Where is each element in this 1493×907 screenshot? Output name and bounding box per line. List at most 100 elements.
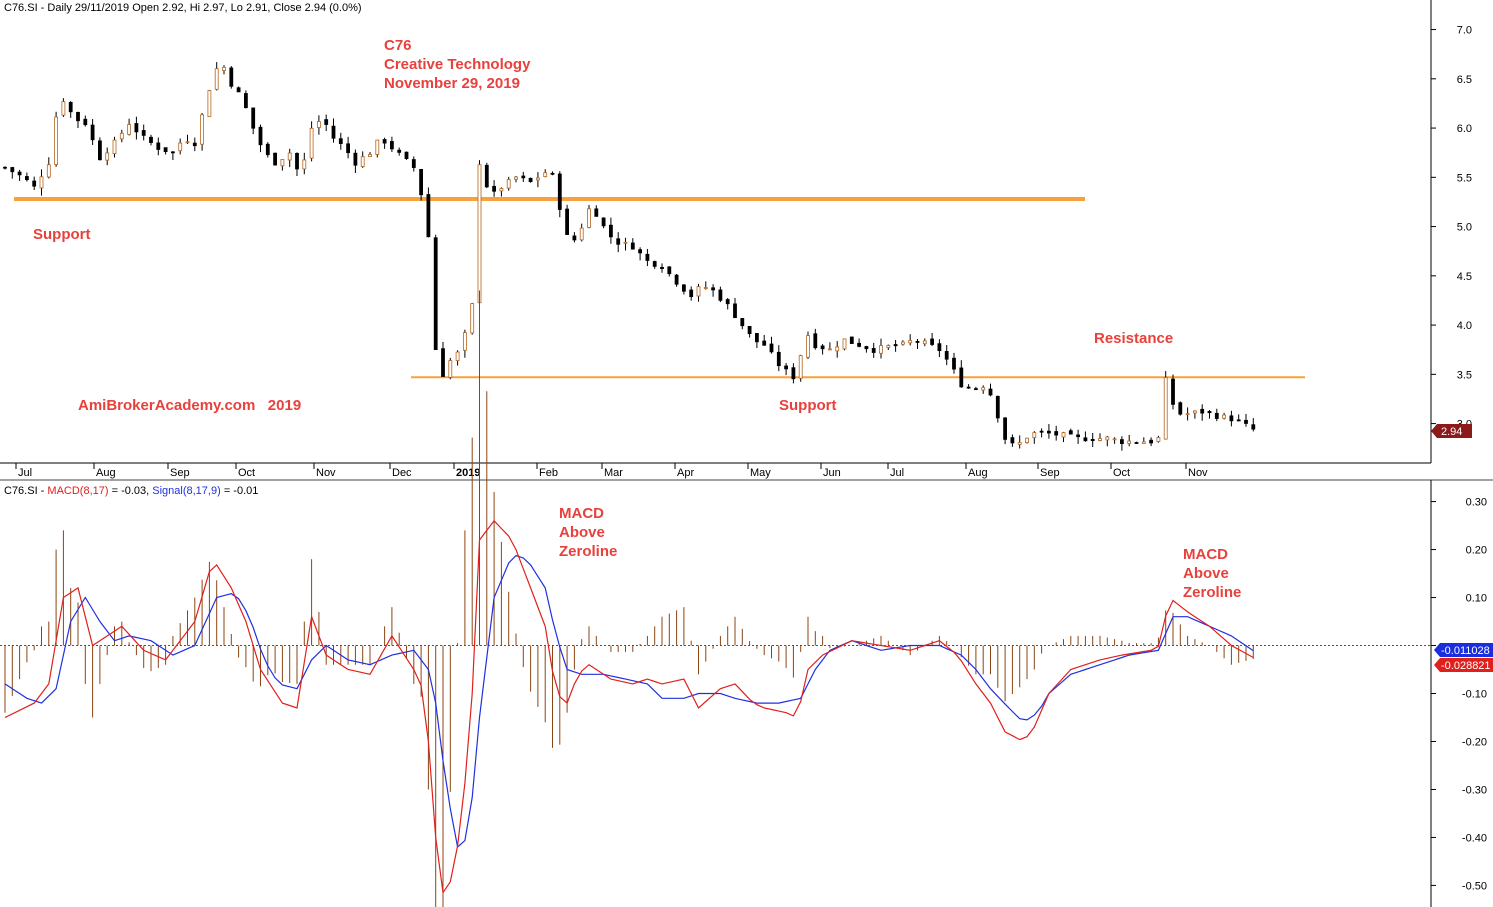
price-candle-body [1214, 412, 1219, 419]
price-candle-body [163, 147, 168, 153]
price-candle-body [61, 101, 66, 116]
signal-last-badge [1434, 643, 1493, 657]
price-candle-body [1251, 424, 1256, 430]
price-candle-body [411, 159, 416, 168]
price-candle-body [601, 217, 606, 227]
macd-y-tick-label: -0.50 [1462, 880, 1487, 892]
price-candle-body [1171, 378, 1175, 405]
annotation-macd-above-1-line-2: Above [559, 524, 605, 541]
price-candle-body [886, 345, 891, 348]
price-candle-body [105, 152, 110, 161]
price-candle-body [192, 142, 197, 147]
price-candle-body [287, 152, 292, 161]
price-candle-body [572, 235, 577, 241]
price-candle-body [908, 340, 913, 344]
price-candle-body [828, 348, 832, 351]
annotation-resistance: Resistance [1094, 330, 1173, 347]
price-candle-body [1149, 439, 1153, 444]
price-x-tick-label: Apr [677, 467, 694, 479]
macd-y-tick-label: -0.30 [1462, 784, 1487, 796]
macd-last-label: -0.028821 [1441, 660, 1491, 672]
annotation-macd-above-1-line-1: MACD [559, 505, 604, 522]
last-price-badge [1431, 424, 1472, 438]
price-x-tick-label: 2019 [456, 467, 480, 479]
price-candle-body [10, 167, 15, 173]
price-candle-body [1141, 441, 1146, 444]
price-candle-body [660, 266, 664, 269]
price-y-tick-label: 6.0 [1457, 123, 1472, 135]
price-candle-body [1076, 434, 1080, 438]
price-candle-body [1236, 419, 1241, 422]
price-candle-body [857, 342, 861, 347]
price-candle-body [54, 116, 58, 165]
price-candle-body [952, 357, 956, 370]
price-candle-body [484, 164, 489, 188]
price-candle-body [229, 67, 234, 87]
price-candle-body [740, 318, 745, 327]
price-candle-body [915, 341, 920, 343]
price-candle-body [1025, 437, 1029, 443]
price-candle-body [652, 261, 657, 267]
annotation-macd-above-2-line-1: MACD [1183, 546, 1228, 563]
price-candle-body [441, 348, 445, 377]
price-candle-body [1010, 437, 1015, 444]
price-candle-body [280, 159, 285, 167]
price-candle-body [813, 333, 818, 349]
price-x-tick-label: Dec [392, 467, 412, 479]
price-candle-body [127, 124, 131, 135]
price-candle-body [426, 194, 431, 238]
price-candle-body [214, 68, 219, 90]
price-candle-body [265, 143, 270, 156]
price-candle-body [514, 176, 518, 180]
price-candle-body [222, 66, 226, 71]
price-candle-body [747, 325, 752, 335]
macd-pane-title: C76.SI - MACD(8,17) = -0.03, Signal(8,17… [4, 485, 258, 497]
price-candle-body [368, 154, 372, 157]
price-candle-body [798, 355, 803, 379]
price-candle-body [1061, 432, 1066, 438]
price-candle-body [791, 367, 796, 380]
price-candle-body [1156, 437, 1161, 442]
price-candle-body [433, 237, 438, 350]
price-x-axis: Jul Aug Sep Oct Nov Dec 2019 Feb Mar Apr May Jun Jul… [15, 463, 1208, 479]
price-x-tick-label: Jun [823, 467, 841, 479]
price-candle-body [375, 139, 380, 155]
price-candle-body [988, 388, 993, 396]
price-candle-body [864, 346, 869, 350]
price-x-tick-label: Feb [539, 467, 558, 479]
price-candle-body [609, 224, 613, 238]
price-candle-body [251, 107, 256, 129]
price-candle-body [236, 87, 241, 93]
price-candle-body [76, 111, 80, 122]
price-candle-body [944, 351, 949, 360]
price-candle-body [733, 303, 737, 318]
price-candle-body [645, 253, 650, 261]
price-x-tick-label: Nov [1188, 467, 1208, 479]
price-candle-body [623, 241, 628, 244]
price-x-tick-label: Aug [96, 467, 116, 479]
price-x-tick-label: Aug [968, 467, 988, 479]
price-candle-body [682, 284, 686, 292]
price-y-tick-label: 5.5 [1457, 172, 1472, 184]
price-candle-body [1068, 430, 1073, 435]
price-candle-body [696, 286, 701, 297]
price-candle-body [521, 175, 526, 179]
price-candle-body [470, 303, 475, 334]
price-candle-body [1054, 431, 1059, 436]
price-candle-body [922, 340, 927, 345]
price-y-tick-label: 5.0 [1457, 222, 1472, 234]
price-candle-body [995, 395, 1000, 419]
price-candle-body [1207, 411, 1212, 414]
price-candle-body [353, 152, 358, 166]
price-candle-body [397, 149, 402, 153]
annotation-title-line-1: C76 [384, 37, 412, 54]
price-candle-body [316, 121, 321, 128]
price-y-tick-label: 4.0 [1457, 320, 1472, 332]
price-candle-body [667, 266, 672, 275]
price-candle-body [638, 249, 642, 254]
signal-title-name: Signal(8,17,9) [152, 485, 221, 497]
signal-line [4, 554, 1254, 849]
price-x-tick-label: Oct [1113, 467, 1130, 479]
price-candle-body [309, 127, 314, 159]
